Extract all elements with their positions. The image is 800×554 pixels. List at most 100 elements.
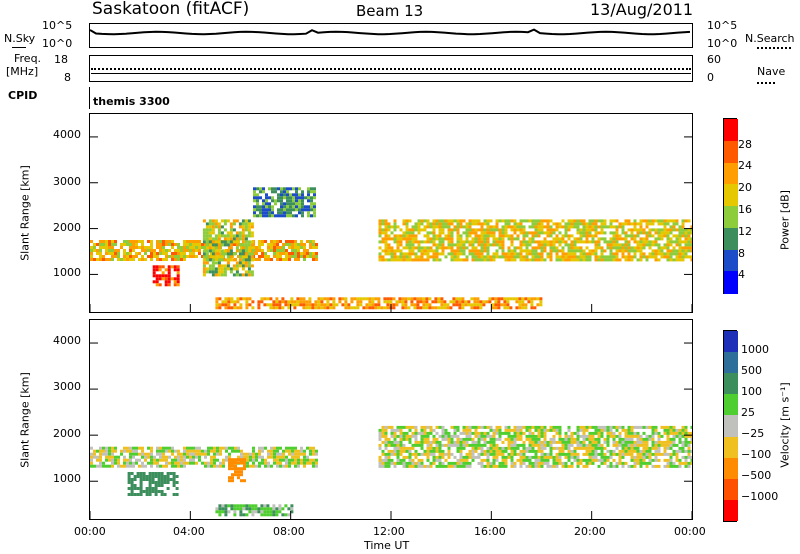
velocity-cell [399,452,403,456]
power-cell [678,237,682,241]
power-cell [390,252,394,256]
velocity-cell [462,461,466,465]
velocity-cell [690,425,692,429]
power-cell [690,255,692,259]
power-cell [491,306,495,310]
power-cell [558,255,562,259]
power-cell [285,252,288,255]
power-cell [531,246,535,250]
velocity-cell [396,440,400,444]
power-cell [384,249,388,253]
power-cell [323,303,327,307]
velocity-cell [420,446,424,450]
velocity-cell [142,490,146,493]
power-cell [414,225,418,229]
power-cell [265,205,268,209]
velocity-cell [272,510,276,514]
power-cell [183,243,186,246]
velocity-cell [172,478,176,481]
power-cell [630,246,634,250]
power-cell [536,297,540,301]
power-cell [552,228,556,232]
velocity-cell [222,446,225,450]
velocity-cell [102,464,105,468]
power-cell [195,255,198,258]
velocity-cell [504,458,508,462]
power-cell [513,237,517,241]
power-cell [123,240,126,243]
power-cell [198,249,201,252]
power-cell [329,303,333,307]
velocity-cell [177,452,180,456]
velocity-cell [603,461,607,465]
power-cell [435,246,439,250]
power-cell [150,249,153,252]
velocity-cell [642,431,646,435]
power-cell [165,249,168,252]
power-cell [296,300,300,304]
velocity-cell [579,428,583,432]
velocity-cell [213,452,216,456]
power-cell [462,240,466,244]
velocity-cell [393,434,397,438]
power-cell [663,252,667,256]
power-cell [396,240,400,244]
power-cell [286,190,289,194]
velocity-cell [678,428,682,432]
velocity-cell [492,452,496,456]
power-cell [229,231,233,235]
velocity-cell [145,490,149,493]
velocity-cell [162,458,165,462]
power-cell [546,231,550,235]
velocity-cell [549,449,553,453]
power-cell [513,252,517,256]
velocity-cell [633,461,637,465]
power-cell [162,252,165,255]
velocity-cell [501,458,505,462]
power-cell [155,265,159,269]
velocity-cell [291,461,294,465]
power-cell [480,228,484,232]
power-cell [486,228,490,232]
power-cell [291,240,294,243]
power-cell [335,303,339,307]
power-cell [171,246,174,249]
power-cell [378,219,382,223]
power-panel [89,113,693,313]
power-cell [250,222,254,226]
velocity-cell [438,449,442,453]
power-cell [90,240,93,243]
velocity-cell [300,449,303,453]
velocity-cell [615,428,619,432]
velocity-cell [534,455,538,459]
velocity-cell [234,470,237,474]
power-cell [235,231,239,235]
power-cell [429,222,433,226]
velocity-cell [552,434,556,438]
velocity-cell [405,461,409,465]
velocity-cell [540,449,544,453]
velocity-cell [582,458,586,462]
velocity-cell [591,431,595,435]
power-cell [291,249,294,252]
power-cell [534,255,538,259]
power-cell [528,219,532,223]
power-cell [286,211,289,215]
power-cell [455,300,459,304]
power-cell [253,208,256,212]
power-cell [495,222,499,226]
power-cell [630,258,634,262]
power-cell [295,199,298,203]
power-cell [483,228,487,232]
power-cell [161,274,165,278]
power-cell [531,234,535,238]
velocity-cell [687,452,691,456]
power-cell [558,243,562,247]
velocity-cell [636,434,640,438]
power-cell [456,258,460,262]
power-cell [435,249,439,253]
velocity-cell [127,472,131,475]
velocity-cell [474,440,478,444]
velocity-cell [576,425,580,429]
freq-left-tick-top: 18 [54,53,68,66]
